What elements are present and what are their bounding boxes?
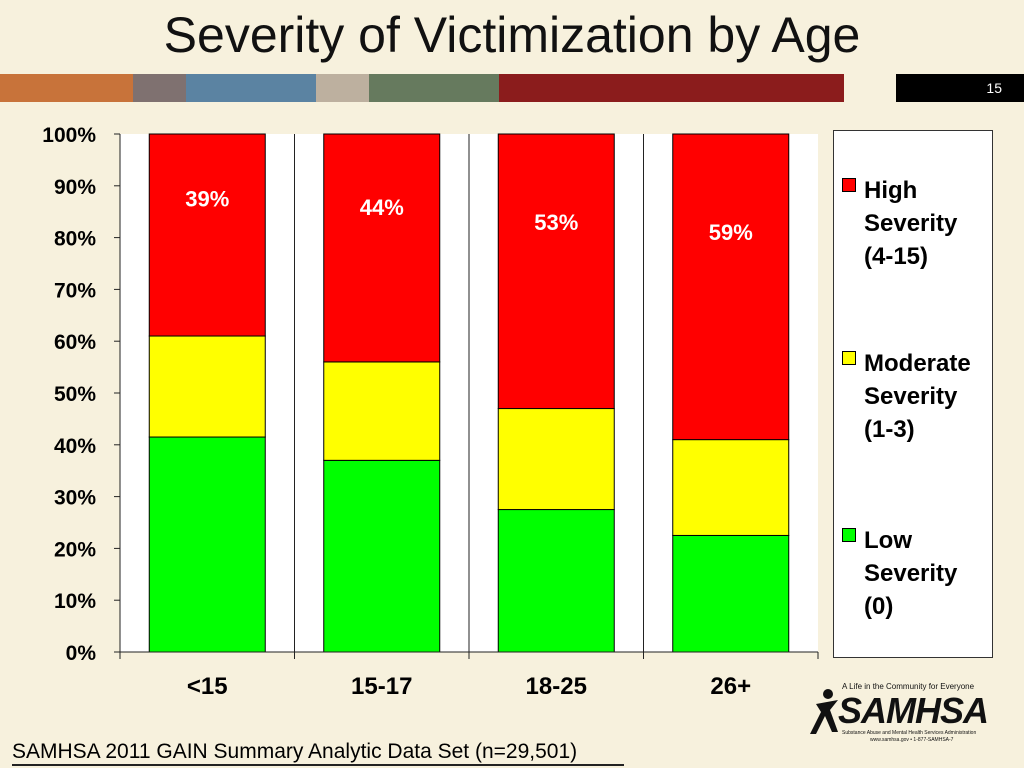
color-strip — [0, 74, 1024, 102]
bar-segment-moderate — [672, 439, 790, 536]
figure-icon — [810, 689, 838, 734]
bar-segment-moderate — [497, 408, 615, 511]
stacked-bar-chart: 39% 44% 53% 59% 0% 10% 20% 30% 40% 50% 60% 70% 80% 90… — [42, 124, 819, 700]
footer-source-note: SAMHSA 2011 GAIN Summary Analytic Data S… — [12, 740, 578, 763]
color-strip-segment — [186, 74, 316, 102]
bar-segment-low — [148, 436, 266, 653]
bar-segment-low — [672, 534, 790, 653]
y-tick-label: 60% — [54, 331, 96, 354]
samhsa-logo: A Life in the Community for Everyone SAM… — [808, 680, 989, 750]
logo-contact: www.samhsa.gov • 1-877-SAMHSA-7 — [870, 737, 954, 743]
y-tick-label: 90% — [54, 176, 96, 199]
bar-segment-high — [672, 133, 790, 441]
bar-segment-low — [323, 459, 441, 653]
y-tick-label: 70% — [54, 279, 96, 302]
slide-number: 15 — [896, 74, 1024, 102]
x-tick-label: <15 — [187, 673, 228, 700]
data-label: 53% — [534, 210, 578, 235]
legend-label-moderate: Moderate Severity (1-3) — [864, 350, 971, 443]
y-tick-label: 10% — [54, 590, 96, 613]
y-tick-label: 100% — [42, 124, 96, 147]
x-tick-label: 18-25 — [526, 673, 587, 700]
y-tick-label: 50% — [54, 383, 96, 406]
legend-swatch-low — [842, 528, 856, 542]
y-tick-label: 40% — [54, 435, 96, 458]
bar-segment-high — [323, 133, 441, 363]
color-strip-segment — [369, 74, 499, 102]
bar-segment-moderate — [323, 361, 441, 461]
color-strip-segment — [133, 74, 186, 102]
bar-segment-moderate — [148, 335, 266, 438]
bar-segment-high — [148, 133, 266, 337]
x-tick-label: 26+ — [710, 673, 751, 700]
x-tick-label: 15-17 — [351, 673, 412, 700]
bar-segment-low — [497, 509, 615, 653]
logo-subtitle: Substance Abuse and Mental Health Servic… — [842, 730, 977, 736]
color-strip-segment — [844, 74, 896, 102]
legend-swatch-high — [842, 178, 856, 192]
logo-tagline: A Life in the Community for Everyone — [842, 682, 975, 691]
slide-title: Severity of Victimization by Age — [163, 7, 861, 63]
data-label: 59% — [709, 220, 753, 245]
legend: High Severity (4-15) Moderate Severity (… — [833, 130, 993, 658]
logo-wordmark: SAMHSA — [838, 690, 989, 731]
legend-label-low: Low Severity (0) — [864, 527, 958, 620]
footer-rule — [12, 764, 624, 766]
data-label: 44% — [360, 195, 404, 220]
y-tick-label: 0% — [66, 642, 97, 665]
legend-label-high: High Severity (4-15) — [864, 177, 958, 270]
color-strip-segment — [0, 74, 133, 102]
data-label: 39% — [185, 187, 229, 212]
y-tick-label: 30% — [54, 487, 96, 510]
bar-segment-high — [497, 133, 615, 410]
y-tick-label: 80% — [54, 228, 96, 251]
color-strip-segment — [316, 74, 369, 102]
color-strip-segment — [499, 74, 844, 102]
y-tick-label: 20% — [54, 538, 96, 561]
legend-swatch-moderate — [842, 351, 856, 365]
